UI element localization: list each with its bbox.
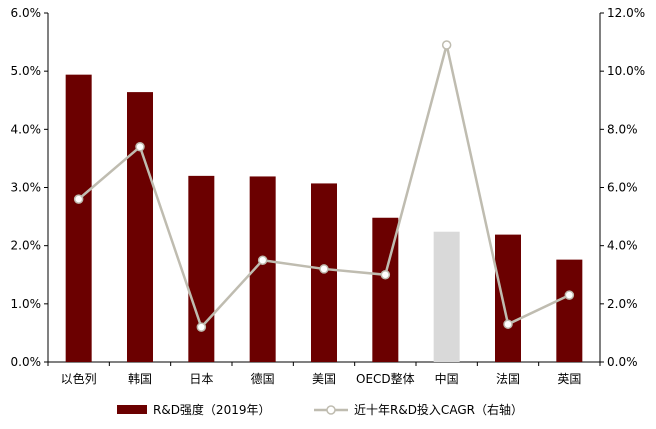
bar-series: [65, 74, 583, 363]
category-label: 英国: [557, 372, 581, 386]
legend: R&D强度（2019年） 近十年R&D投入CAGR（右轴）: [117, 402, 523, 417]
category-label: 以色列: [61, 372, 97, 386]
line-series: [73, 40, 575, 332]
line-point: [196, 322, 207, 332]
y-right-tick-label: 2.0%: [607, 297, 638, 311]
line-point: [257, 255, 268, 265]
bar: [433, 231, 460, 362]
category-label: 中国: [435, 371, 459, 386]
legend-label-line: 近十年R&D投入CAGR（右轴）: [354, 402, 523, 417]
line-point: [503, 319, 513, 329]
bar: [188, 175, 215, 362]
y-left-tick-label: 2.0%: [11, 239, 42, 253]
category-label: 德国: [251, 371, 275, 386]
y-right-tick-label: 4.0%: [607, 239, 638, 253]
y-right-tick-label: 0.0%: [607, 355, 638, 369]
y-left-tick-label: 0.0%: [11, 355, 42, 369]
y-right-tick-label: 6.0%: [607, 181, 638, 195]
y-right-tick-label: 12.0%: [607, 6, 645, 20]
category-labels: 以色列 韩国 日本 德国 美国 OECD整体 中国 法国 英国: [61, 371, 582, 386]
line-point: [135, 142, 145, 152]
line-point: [319, 264, 329, 274]
line-point: [380, 270, 391, 280]
line-point: [73, 194, 84, 204]
line-point: [564, 290, 575, 300]
y-right-tick-label: 10.0%: [607, 64, 645, 78]
y-left-tick-label: 1.0%: [11, 297, 42, 311]
y-left-tick-label: 4.0%: [11, 122, 42, 136]
y-left-tick-label: 3.0%: [11, 181, 42, 195]
y-right-tick-label: 8.0%: [607, 122, 638, 136]
legend-swatch-marker: [326, 405, 336, 415]
y-left-tick-label: 5.0%: [11, 64, 42, 78]
bar: [495, 234, 521, 362]
bar: [127, 92, 153, 363]
bar: [65, 74, 92, 362]
legend-swatch-bar: [117, 405, 147, 414]
category-label: OECD整体: [356, 371, 415, 386]
axes: 0.0% 1.0% 2.0% 3.0% 4.0% 5.0% 6.0% 0.0% 2.0% 4.0%…: [11, 6, 646, 369]
category-label: 美国: [312, 372, 336, 386]
legend-label-bar: R&D强度（2019年）: [153, 402, 270, 417]
category-label: 法国: [496, 372, 520, 386]
category-label: 日本: [189, 372, 213, 386]
category-label: 韩国: [128, 371, 152, 386]
line-point: [441, 40, 452, 50]
y-left-tick-label: 6.0%: [11, 6, 42, 20]
bar: [556, 259, 583, 362]
